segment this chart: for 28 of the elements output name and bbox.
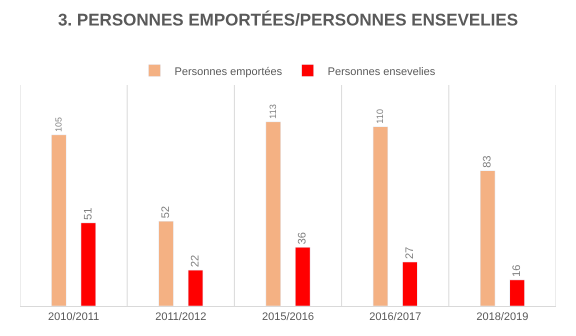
bar: [188, 270, 204, 306]
data-label: 52: [160, 206, 172, 218]
x-tick-label: 2010/2011: [48, 311, 100, 324]
bar: [80, 222, 96, 306]
data-label: 27: [404, 246, 416, 259]
chart-title: 3. PERSONNES EMPORTÉES/PERSONNES ENSEVELIES: [58, 9, 518, 30]
bar: [402, 262, 418, 306]
bar: [510, 280, 525, 306]
x-tick-label: 2011/2012: [155, 311, 206, 324]
bar: [295, 247, 310, 306]
legend-label: Personnes emportées: [174, 66, 283, 78]
x-tick-label: 2015/2016: [262, 311, 314, 324]
data-label: 16: [511, 264, 524, 277]
bar: [158, 221, 174, 306]
x-tick-label: 2016/2017: [369, 311, 422, 324]
data-label: 36: [296, 232, 309, 244]
data-label: 113: [268, 104, 278, 119]
x-tick-label: 2018/2019: [476, 311, 528, 324]
bar: [480, 170, 496, 306]
bar: [51, 134, 66, 306]
data-label: 105: [53, 117, 64, 132]
bar: [372, 126, 388, 306]
data-label: 22: [190, 254, 202, 268]
legend-label: Personnes ensevelies: [328, 66, 436, 78]
data-label: 110: [374, 108, 385, 124]
data-label: 83: [482, 155, 494, 168]
data-label: 51: [82, 208, 94, 220]
bar: [266, 122, 281, 306]
